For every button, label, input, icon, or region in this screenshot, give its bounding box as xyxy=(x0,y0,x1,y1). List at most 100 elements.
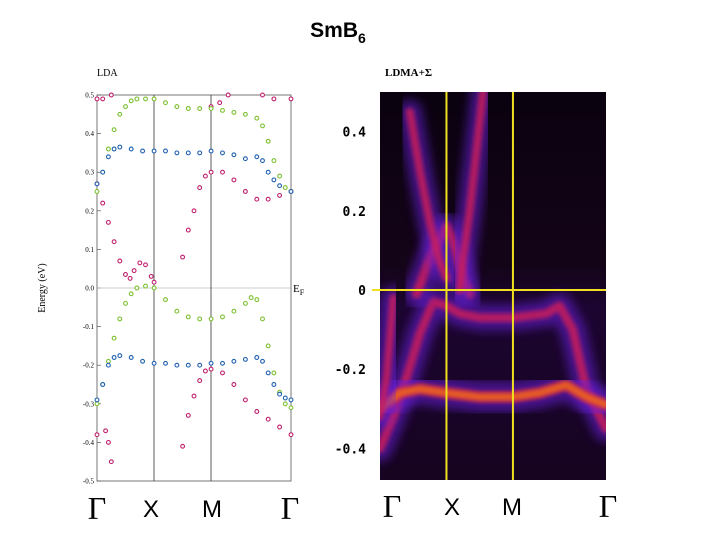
lda-band-point xyxy=(231,109,237,115)
lda-band-point xyxy=(94,189,100,194)
lda-kpoint-gamma-end: Γ xyxy=(281,490,300,526)
lda-band-point xyxy=(208,169,214,175)
lda-band-point xyxy=(231,152,237,158)
lda-band-point xyxy=(111,127,117,133)
lda-band-point xyxy=(111,355,117,360)
lda-band-point xyxy=(180,254,186,260)
lda-y-tick-label: 0.1 xyxy=(85,246,94,254)
lda-band-point xyxy=(117,316,123,322)
lda-band-point xyxy=(191,393,197,399)
lda-band-point xyxy=(265,370,271,376)
lda-band-point xyxy=(185,362,191,368)
lda-band-point xyxy=(220,150,225,156)
lda-band-point xyxy=(254,154,260,160)
lda-panel-label: LDA xyxy=(97,68,118,79)
lda-band-point xyxy=(260,158,265,164)
lda-band-point xyxy=(265,138,271,144)
lda-band-point xyxy=(117,111,123,117)
lda-band-point xyxy=(94,401,100,407)
lda-band-point xyxy=(151,148,157,154)
ldma-band-core xyxy=(405,107,451,283)
lda-band-point xyxy=(111,335,117,341)
lda-band-point xyxy=(277,183,283,189)
lda-band-point xyxy=(163,100,168,106)
lda-band-point xyxy=(260,123,265,129)
lda-band-point xyxy=(105,219,111,225)
ldma-spectral-bands xyxy=(380,92,606,462)
lda-band-point xyxy=(128,291,134,297)
lda-band-point xyxy=(197,106,203,111)
lda-band-point xyxy=(117,144,123,150)
lda-y-tick-label: 0.2 xyxy=(85,207,94,215)
lda-band-point xyxy=(220,169,225,175)
lda-band-point xyxy=(242,397,248,403)
lda-band-point xyxy=(163,297,168,303)
lda-band-point xyxy=(242,189,248,194)
lda-band-point xyxy=(94,397,100,403)
lda-band-point xyxy=(208,366,214,372)
lda-band-point xyxy=(143,283,148,289)
ldma-y-tick-label: 0.2 xyxy=(343,205,366,220)
lda-band-point xyxy=(260,358,265,364)
lda-band-point xyxy=(220,360,225,366)
lda-band-point xyxy=(271,177,277,183)
lda-y-tick-label: 0.4 xyxy=(85,130,94,138)
ldma-band-core xyxy=(455,92,487,294)
lda-band-point xyxy=(143,96,148,102)
lda-band-point xyxy=(260,92,265,98)
lda-y-tick-label: -0.4 xyxy=(83,439,95,447)
lda-band-point xyxy=(100,382,106,387)
lda-band-point xyxy=(128,355,134,360)
lda-band-point xyxy=(220,370,225,376)
lda-band-point xyxy=(191,208,197,214)
lda-band-point xyxy=(151,96,157,102)
ldma-kpoint-gamma-start: Γ xyxy=(383,488,402,524)
lda-band-point xyxy=(185,106,191,111)
lda-band-point xyxy=(271,370,277,376)
lda-band-point xyxy=(282,185,288,191)
lda-band-point xyxy=(108,92,114,98)
lda-band-point xyxy=(242,156,248,162)
lda-band-point xyxy=(140,148,146,154)
lda-band-point xyxy=(100,169,106,175)
lda-band-point xyxy=(254,409,260,414)
lda-band-point xyxy=(197,150,203,156)
ldma-y-tick-label: 0.4 xyxy=(343,126,367,141)
lda-band-point xyxy=(180,443,186,449)
lda-band-point xyxy=(127,275,133,281)
lda-band-point xyxy=(137,260,143,266)
lda-band-point xyxy=(174,362,180,368)
lda-band-point xyxy=(260,316,265,322)
ldma-guide-lines xyxy=(372,92,606,480)
lda-band-point xyxy=(117,353,123,359)
lda-band-point xyxy=(151,360,157,366)
lda-band-point xyxy=(288,397,294,403)
lda-band-point xyxy=(254,297,260,303)
lda-y-ticks: 0.5 0.4 0.3 0.2 0.1 0.0 -0.1 -0.2 -0.3 -0.4 -0.5 xyxy=(83,92,101,486)
lda-band-point xyxy=(220,107,225,113)
lda-band-point xyxy=(123,272,128,277)
lda-band-point xyxy=(265,196,271,202)
lda-band-point xyxy=(103,428,109,434)
lda-band-point xyxy=(288,189,294,194)
lda-band-point xyxy=(134,96,140,102)
lda-band-point xyxy=(111,239,117,245)
lda-band-point xyxy=(163,360,168,366)
lda-band-point xyxy=(105,146,111,152)
lda-band-point xyxy=(134,285,140,291)
lda-band-point xyxy=(248,295,254,301)
lda-band-point xyxy=(277,192,283,198)
lda-bands xyxy=(94,92,294,465)
lda-band-point xyxy=(277,173,283,179)
ldma-kpoint-x: X xyxy=(444,494,460,521)
lda-band-point xyxy=(254,115,260,121)
ldma-panel-label: LDMA+Σ xyxy=(385,67,432,79)
lda-band-point xyxy=(123,104,128,110)
ldma-spectral-heatmap xyxy=(380,92,606,480)
lda-series-0 xyxy=(94,92,294,465)
lda-y-tick-label: 0.3 xyxy=(85,169,94,177)
lda-band-point xyxy=(131,268,137,274)
lda-band-point xyxy=(94,181,100,187)
